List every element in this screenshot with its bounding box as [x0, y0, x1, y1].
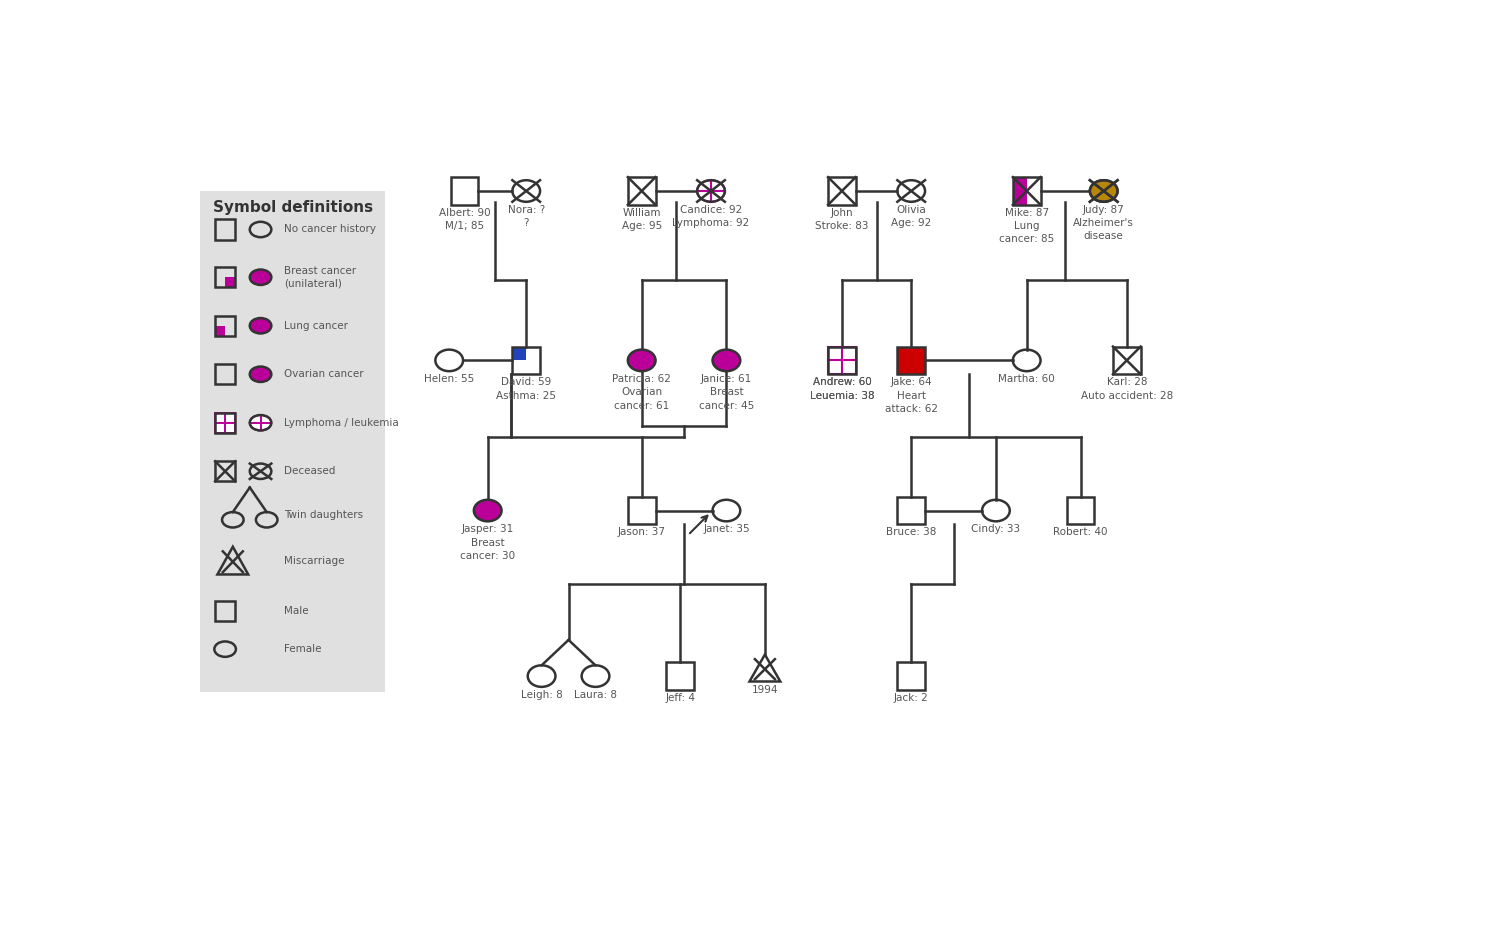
Bar [214, 219, 236, 239]
Ellipse shape [712, 350, 741, 371]
Text: Jack: 2: Jack: 2 [894, 694, 928, 703]
Text: Twin daughters: Twin daughters [284, 510, 363, 521]
Text: Jason: 37: Jason: 37 [618, 527, 666, 538]
Text: Leigh: 8: Leigh: 8 [520, 690, 562, 700]
Text: Martha: 60: Martha: 60 [999, 374, 1054, 384]
Text: Andrew: 60
Leuemia: 38: Andrew: 60 Leuemia: 38 [810, 377, 874, 401]
Text: Mike: 87
Lung
cancer: 85: Mike: 87 Lung cancer: 85 [999, 208, 1054, 244]
Text: Robert: 40: Robert: 40 [1053, 527, 1108, 538]
FancyBboxPatch shape [201, 191, 386, 692]
Text: No cancer history: No cancer history [284, 224, 375, 235]
Ellipse shape [251, 270, 272, 285]
Text: Nora: ?
?: Nora: ? ? [507, 205, 544, 228]
Polygon shape [1013, 177, 1026, 205]
Bar [214, 364, 236, 384]
Text: Helen: 55: Helen: 55 [424, 374, 474, 384]
Bar [628, 497, 656, 524]
Bar [828, 347, 856, 374]
Text: Breast cancer
(unilateral): Breast cancer (unilateral) [284, 266, 356, 289]
Text: Olivia
Age: 92: Olivia Age: 92 [891, 205, 932, 228]
Bar [1113, 347, 1140, 374]
Bar [666, 662, 694, 690]
Ellipse shape [251, 367, 272, 382]
Text: Deceased: Deceased [284, 466, 334, 476]
Bar [450, 177, 478, 205]
Ellipse shape [251, 318, 272, 333]
Text: Judy: 87
Alzheimer's
disease: Judy: 87 Alzheimer's disease [1074, 205, 1134, 241]
Text: William
Age: 95: William Age: 95 [621, 208, 662, 231]
Ellipse shape [698, 180, 724, 201]
Bar [214, 412, 236, 433]
Text: Jake: 64
Heart
attack: 62: Jake: 64 Heart attack: 62 [885, 377, 938, 414]
Text: Janet: 35: Janet: 35 [704, 524, 750, 535]
Polygon shape [513, 347, 526, 360]
Text: Candice: 92
Lymphoma: 92: Candice: 92 Lymphoma: 92 [672, 205, 750, 228]
Ellipse shape [474, 500, 501, 522]
Bar [214, 600, 236, 620]
Bar [828, 347, 856, 374]
Bar [628, 177, 656, 205]
Text: Miscarriage: Miscarriage [284, 556, 344, 565]
Text: Lung cancer: Lung cancer [284, 321, 348, 331]
Ellipse shape [1090, 180, 1118, 201]
Text: Symbol definitions: Symbol definitions [213, 200, 374, 216]
Text: David: 59
Asthma: 25: David: 59 Asthma: 25 [496, 377, 556, 401]
Text: John
Stroke: 83: John Stroke: 83 [815, 208, 868, 231]
Bar [1013, 177, 1041, 205]
Bar [513, 347, 540, 374]
Bar [897, 347, 926, 374]
Ellipse shape [628, 350, 656, 371]
Bar [897, 662, 926, 690]
Text: Janice: 61
Breast
cancer: 45: Janice: 61 Breast cancer: 45 [699, 374, 754, 410]
Text: Female: Female [284, 644, 321, 655]
Text: Jeff: 4: Jeff: 4 [664, 694, 694, 703]
Ellipse shape [251, 415, 272, 430]
Bar [828, 177, 856, 205]
Text: 1994: 1994 [752, 685, 778, 695]
Text: Male: Male [284, 606, 309, 616]
Ellipse shape [1090, 180, 1118, 201]
Polygon shape [214, 326, 225, 335]
Polygon shape [225, 277, 236, 287]
Text: Karl: 28
Auto accident: 28: Karl: 28 Auto accident: 28 [1080, 377, 1173, 401]
Text: Patricia: 62
Ovarian
cancer: 61: Patricia: 62 Ovarian cancer: 61 [612, 374, 670, 410]
Bar [214, 462, 236, 482]
Text: Andrew: 60
Leuemia: 38: Andrew: 60 Leuemia: 38 [810, 377, 874, 401]
Text: Ovarian cancer: Ovarian cancer [284, 370, 363, 379]
Ellipse shape [1090, 180, 1118, 201]
Text: Cindy: 33: Cindy: 33 [972, 524, 1020, 535]
Text: Bruce: 38: Bruce: 38 [886, 527, 936, 538]
Text: Albert: 90
M/1; 85: Albert: 90 M/1; 85 [440, 208, 491, 231]
Text: Lymphoma / leukemia: Lymphoma / leukemia [284, 418, 399, 428]
Bar [214, 412, 236, 433]
Text: Jasper: 31
Breast
cancer: 30: Jasper: 31 Breast cancer: 30 [460, 524, 516, 560]
Bar [214, 267, 236, 287]
Bar [897, 497, 926, 524]
Bar [1066, 497, 1095, 524]
Polygon shape [1013, 177, 1026, 205]
Bar [214, 315, 236, 335]
Text: Laura: 8: Laura: 8 [574, 690, 616, 700]
Bar [897, 347, 926, 374]
